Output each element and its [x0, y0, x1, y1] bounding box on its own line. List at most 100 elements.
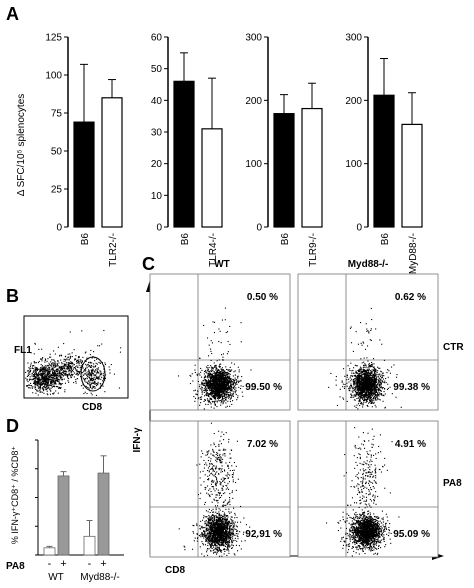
flow-dot: [371, 372, 373, 374]
scatter-dot: [91, 376, 93, 378]
flow-dot: [227, 380, 229, 382]
scatter-dot: [94, 379, 96, 381]
flow-dot: [199, 396, 201, 398]
flow-dot: [368, 386, 370, 388]
flow-dot: [210, 519, 212, 521]
flow-dot: [201, 369, 203, 371]
scatter-dot: [39, 383, 41, 385]
flow-dot: [363, 379, 365, 381]
flow-dot: [384, 407, 386, 409]
panel-c-ylabel: IFN-γ: [132, 427, 143, 452]
flow-dot: [371, 386, 373, 388]
flow-dot: [217, 387, 219, 389]
flow-dot: [236, 379, 238, 381]
flow-dot: [216, 393, 218, 395]
y-tick-label: 10: [151, 191, 163, 202]
scatter-dot: [60, 384, 62, 386]
flow-dot: [233, 387, 235, 389]
flow-dot: [232, 387, 234, 389]
flow-dot: [373, 395, 375, 397]
flow-dot: [361, 392, 363, 394]
flow-dot: [363, 383, 365, 385]
flow-dot: [210, 383, 212, 385]
flow-dot: [375, 368, 377, 370]
scatter-dot: [71, 356, 73, 358]
flow-dot: [210, 350, 212, 352]
flow-dot: [373, 379, 375, 381]
flow-dot: [383, 382, 385, 384]
flow-dot: [214, 388, 216, 390]
scatter-dot: [42, 389, 44, 391]
flow-dot: [204, 376, 206, 378]
flow-dot: [235, 379, 237, 381]
flow-dot: [213, 372, 215, 374]
flow-dot: [232, 392, 234, 394]
flow-dot: [218, 341, 220, 343]
scatter-dot: [52, 370, 54, 372]
scatter-dot: [98, 372, 100, 374]
flow-dot: [230, 396, 232, 398]
flow-dot: [376, 395, 378, 397]
flow-dot: [220, 383, 222, 385]
scatter-dot: [27, 362, 29, 364]
scatter-dot: [47, 394, 49, 396]
flow-dot: [211, 396, 213, 398]
flow-dot: [387, 383, 389, 385]
flow-dot: [226, 387, 228, 389]
scatter-dot: [41, 377, 43, 379]
flow-dot: [346, 382, 348, 384]
flow-dot: [358, 381, 360, 383]
scatter-dot: [43, 376, 45, 378]
flow-dot: [342, 386, 344, 388]
scatter-dot: [28, 370, 30, 372]
flow-dot: [368, 331, 370, 333]
flow-dot: [194, 397, 196, 399]
flow-dot: [215, 372, 217, 374]
flow-dot: [230, 387, 232, 389]
scatter-dot: [70, 371, 72, 373]
flow-dot: [216, 376, 218, 378]
scatter-dot: [78, 355, 80, 357]
flow-dot: [369, 391, 371, 393]
flow-dot: [374, 372, 376, 374]
scatter-dot: [34, 366, 36, 368]
flow-dot: [225, 379, 227, 381]
flow-dot: [237, 377, 239, 379]
scatter-dot: [54, 353, 56, 355]
flow-dot: [232, 383, 234, 385]
flow-dot: [377, 393, 379, 395]
scatter-dot: [94, 380, 96, 382]
scatter-dot: [70, 363, 72, 365]
flow-dot: [223, 377, 225, 379]
flow-dot: [354, 364, 356, 366]
flow-dot: [380, 393, 382, 395]
flow-dot: [215, 388, 217, 390]
flow-dot: [226, 391, 228, 393]
flow-dot: [370, 398, 372, 400]
flow-dot: [210, 379, 212, 381]
flow-dot: [363, 366, 365, 368]
flow-dot: [223, 393, 225, 395]
scatter-dot: [56, 375, 58, 377]
flow-dot: [348, 378, 350, 380]
flow-dot: [364, 389, 366, 391]
scatter-dot: [68, 381, 70, 383]
scatter-dot: [103, 378, 105, 380]
scatter-dot: [99, 362, 101, 364]
flow-dot: [373, 385, 375, 387]
flow-dot: [378, 367, 380, 369]
flow-dot: [216, 389, 218, 391]
flow-dot: [346, 379, 348, 381]
flow-dot: [359, 395, 361, 397]
flow-dot: [372, 401, 374, 403]
flow-dot: [205, 383, 207, 385]
scatter-dot: [53, 381, 55, 383]
flow-dot: [211, 383, 213, 385]
scatter-dot: [43, 392, 45, 394]
scatter-dot: [87, 363, 89, 365]
scatter-dot: [76, 373, 78, 375]
scatter-dot: [43, 366, 45, 368]
flow-dot: [207, 369, 209, 371]
flow-dot: [369, 365, 371, 367]
scatter-dot: [35, 383, 37, 385]
